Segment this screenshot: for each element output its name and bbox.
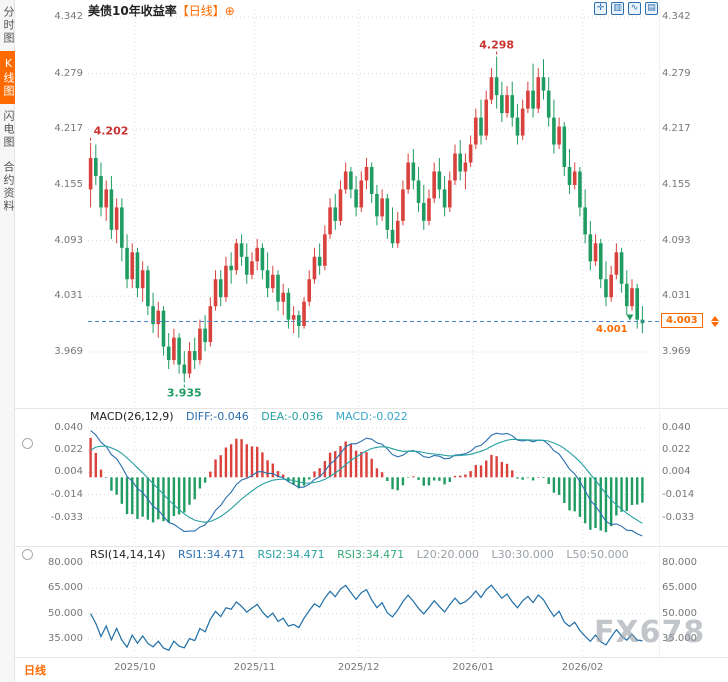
- sidebar-tab-lightning-chart[interactable]: 闪电图: [2, 110, 15, 149]
- rsi-l30-readout: L30:30.000: [491, 548, 554, 561]
- candlestick-chart-icon[interactable]: ▥: [611, 2, 624, 15]
- bar-chart-icon[interactable]: ▤: [645, 2, 658, 15]
- rsi-l50-readout: L50:50.000: [566, 548, 629, 561]
- macd-panel-divider: [15, 408, 728, 409]
- period-tag: 【日线】: [176, 4, 225, 18]
- macd-title: MACD(26,12,9): [90, 410, 174, 423]
- right-axis-divider: [659, 0, 660, 657]
- sidebar-tab-contract-info[interactable]: 合约资料: [2, 161, 15, 213]
- fx678-watermark: FX678: [594, 615, 706, 650]
- chart-type-sidebar: 分时图 K线图 闪电图 合约资料: [0, 0, 15, 682]
- rsi3-readout: RSI3:34.471: [337, 548, 405, 561]
- svg-text:4.298: 4.298: [479, 39, 514, 52]
- instrument-title: 美债10年收益率: [88, 4, 177, 18]
- svg-text:4.202: 4.202: [94, 125, 129, 138]
- macd-dea-readout: DEA:-0.036: [261, 410, 324, 423]
- rsi-settings-icon[interactable]: [22, 549, 33, 560]
- x-axis-divider: [15, 657, 728, 658]
- sidebar-tab-time-chart[interactable]: 分时图: [2, 6, 15, 45]
- rsi-panel-divider: [15, 546, 728, 547]
- bottom-period-label: 日线: [24, 664, 46, 677]
- svg-text:3.935: 3.935: [167, 387, 202, 400]
- chart-header: 美债10年收益率【日线】⊕: [88, 2, 235, 19]
- crosshair-icon[interactable]: ✛: [594, 2, 607, 15]
- price-scale-handle-icon[interactable]: [711, 315, 721, 328]
- rsi-header: RSI(14,14,14) RSI1:34.471 RSI2:34.471 RS…: [90, 548, 638, 561]
- rsi-l20-readout: L20:20.000: [416, 548, 479, 561]
- rsi2-readout: RSI2:34.471: [257, 548, 325, 561]
- add-indicator-icon[interactable]: ⊕: [224, 4, 235, 18]
- macd-header: MACD(26,12,9) DIFF:-0.046 DEA:-0.036 MAC…: [90, 410, 417, 423]
- chart-toolbar: ✛ ▥ ∿ ▤: [594, 2, 658, 15]
- rsi1-readout: RSI1:34.471: [177, 548, 246, 561]
- current-price-chart-label: 4.001: [596, 324, 628, 335]
- sidebar-tab-candlestick-chart[interactable]: K线图: [0, 51, 15, 104]
- current-price-tag: 4.003: [661, 313, 703, 328]
- macd-value-readout: MACD:-0.022: [335, 410, 408, 423]
- rsi-title: RSI(14,14,14): [90, 548, 166, 561]
- line-chart-icon[interactable]: ∿: [628, 2, 641, 15]
- macd-diff-readout: DIFF:-0.046: [186, 410, 249, 423]
- macd-settings-icon[interactable]: [22, 438, 33, 449]
